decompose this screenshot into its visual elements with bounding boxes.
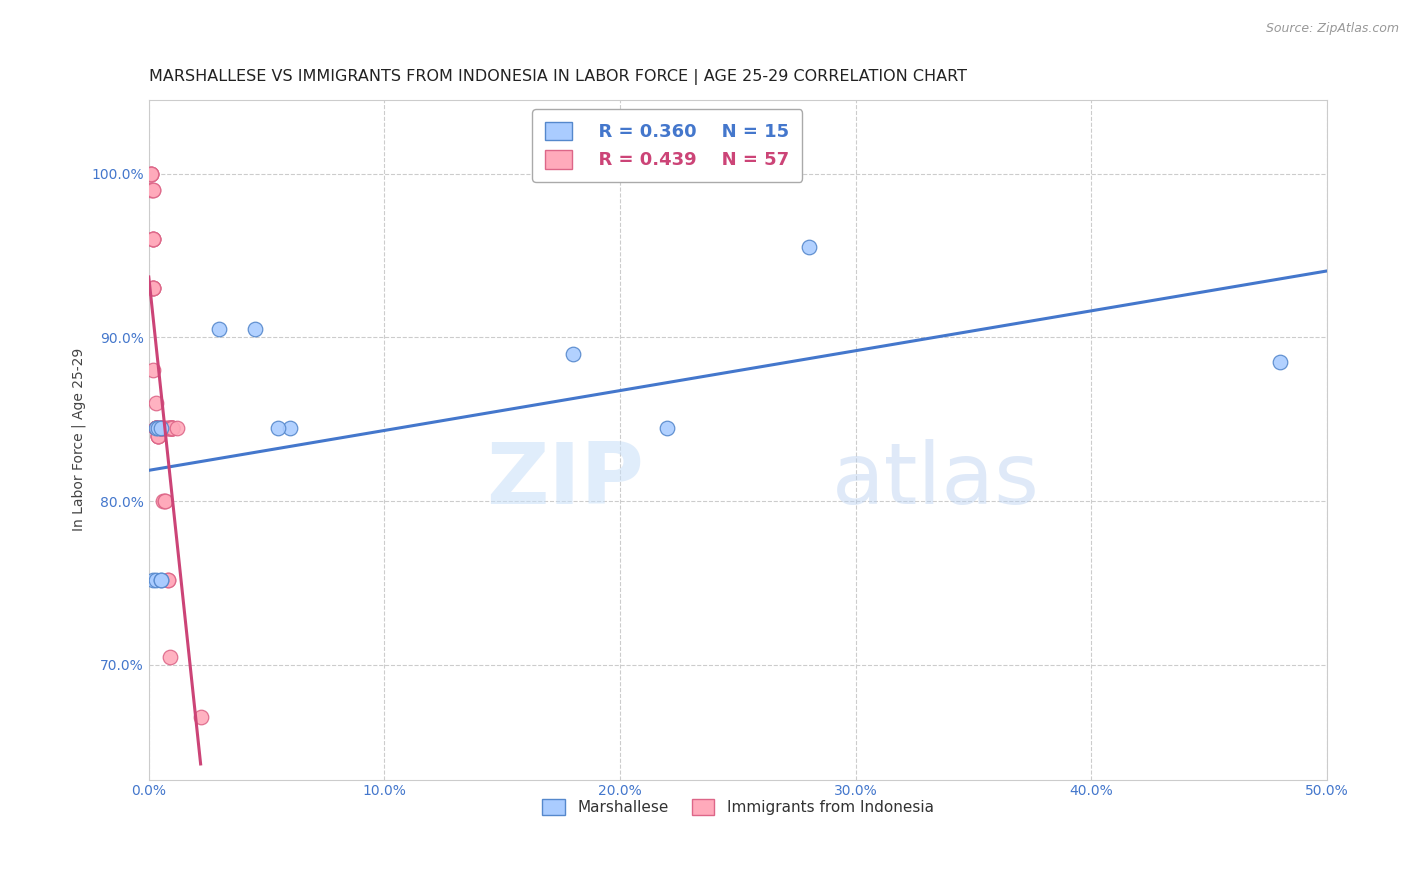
Point bbox=[149, 420, 172, 434]
Point bbox=[148, 428, 170, 442]
Point bbox=[159, 420, 181, 434]
Point bbox=[149, 420, 172, 434]
Point bbox=[142, 183, 165, 197]
Point bbox=[243, 322, 266, 336]
Point bbox=[278, 420, 301, 434]
Point bbox=[142, 573, 165, 587]
Point bbox=[156, 573, 179, 587]
Point bbox=[149, 420, 172, 434]
Point bbox=[145, 420, 167, 434]
Point bbox=[142, 281, 165, 295]
Point bbox=[156, 573, 179, 587]
Point bbox=[145, 573, 167, 587]
Point bbox=[142, 281, 165, 295]
Y-axis label: In Labor Force | Age 25-29: In Labor Force | Age 25-29 bbox=[72, 348, 86, 532]
Point bbox=[561, 347, 583, 361]
Text: atlas: atlas bbox=[832, 439, 1040, 522]
Point bbox=[145, 420, 167, 434]
Point bbox=[145, 420, 167, 434]
Point bbox=[145, 420, 167, 434]
Point bbox=[162, 420, 184, 434]
Point bbox=[142, 232, 165, 246]
Point bbox=[139, 167, 162, 181]
Legend: Marshallese, Immigrants from Indonesia: Marshallese, Immigrants from Indonesia bbox=[534, 792, 941, 823]
Point bbox=[162, 420, 184, 434]
Point bbox=[145, 396, 167, 410]
Point bbox=[155, 494, 177, 508]
Point bbox=[155, 494, 177, 508]
Point bbox=[152, 420, 174, 434]
Point bbox=[156, 420, 179, 434]
Point bbox=[162, 420, 184, 434]
Point bbox=[166, 420, 188, 434]
Point bbox=[142, 232, 165, 246]
Point bbox=[142, 281, 165, 295]
Point bbox=[148, 420, 170, 434]
Point bbox=[149, 573, 172, 587]
Point bbox=[145, 420, 167, 434]
Point bbox=[145, 420, 167, 434]
Point bbox=[267, 420, 290, 434]
Point bbox=[148, 428, 170, 442]
Point bbox=[149, 573, 172, 587]
Point bbox=[139, 167, 162, 181]
Point bbox=[139, 183, 162, 197]
Point bbox=[159, 420, 181, 434]
Point bbox=[148, 420, 170, 434]
Point bbox=[657, 420, 679, 434]
Text: ZIP: ZIP bbox=[486, 439, 644, 522]
Point bbox=[159, 649, 181, 664]
Point bbox=[208, 322, 231, 336]
Point bbox=[162, 420, 184, 434]
Point bbox=[152, 420, 174, 434]
Point bbox=[142, 183, 165, 197]
Point bbox=[142, 232, 165, 246]
Point bbox=[152, 494, 174, 508]
Point bbox=[148, 428, 170, 442]
Point bbox=[139, 167, 162, 181]
Text: MARSHALLESE VS IMMIGRANTS FROM INDONESIA IN LABOR FORCE | AGE 25-29 CORRELATION : MARSHALLESE VS IMMIGRANTS FROM INDONESIA… bbox=[149, 69, 967, 85]
Point bbox=[797, 240, 820, 254]
Point bbox=[149, 420, 172, 434]
Point bbox=[142, 363, 165, 377]
Text: Source: ZipAtlas.com: Source: ZipAtlas.com bbox=[1265, 22, 1399, 36]
Point bbox=[1268, 355, 1291, 369]
Point bbox=[162, 420, 184, 434]
Point bbox=[148, 428, 170, 442]
Point bbox=[145, 420, 167, 434]
Point bbox=[162, 420, 184, 434]
Point bbox=[149, 420, 172, 434]
Point bbox=[159, 420, 181, 434]
Point bbox=[156, 420, 179, 434]
Point bbox=[142, 232, 165, 246]
Point bbox=[155, 420, 177, 434]
Point bbox=[190, 710, 212, 724]
Point bbox=[149, 420, 172, 434]
Point bbox=[145, 420, 167, 434]
Point bbox=[142, 281, 165, 295]
Point bbox=[139, 167, 162, 181]
Point bbox=[148, 420, 170, 434]
Point bbox=[149, 420, 172, 434]
Point bbox=[145, 420, 167, 434]
